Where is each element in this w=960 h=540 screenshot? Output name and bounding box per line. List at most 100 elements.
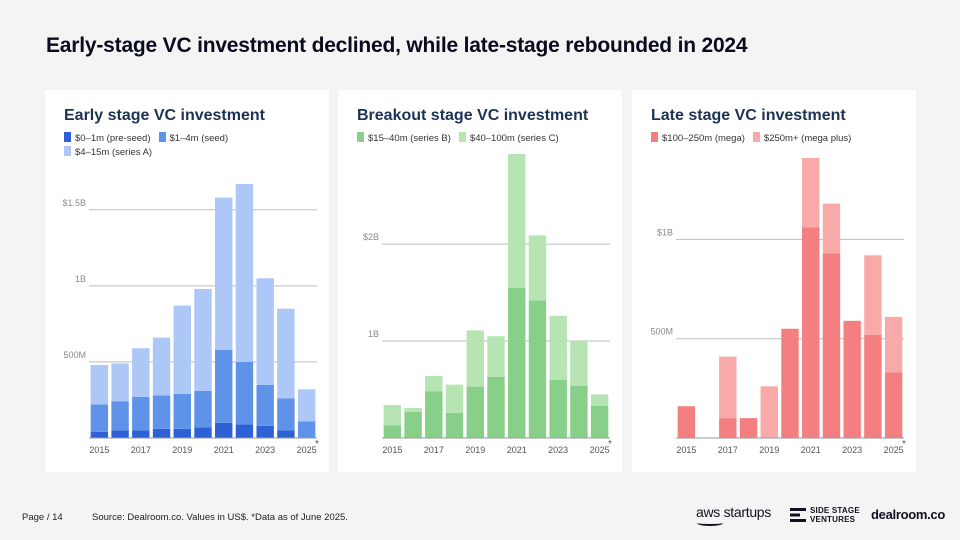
- bar-segment: [570, 385, 588, 438]
- early-stage-panel: 500M 1B $1.5B 2015 2017 2019 2021 2023 2025 * Ear…: [45, 90, 329, 472]
- y-tick-label: $1B: [657, 227, 673, 237]
- legend-swatch: [752, 132, 760, 142]
- legend-swatch: [158, 132, 166, 142]
- x-tick-label: 2025: [297, 445, 317, 455]
- late-stage-panel: 500M $1B 2015 2017 2019 2021 2023 2025 * Late st…: [632, 90, 916, 472]
- bar-segment: [466, 330, 484, 387]
- late-stage-title: Late stage VC investment: [651, 107, 846, 124]
- x-tick-label: 2017: [131, 445, 151, 455]
- legend-item-series-b: $15–40m (series B): [357, 132, 451, 146]
- x-tick-label: 2015: [89, 445, 109, 455]
- bar-segment: [215, 197, 233, 350]
- bar-segment: [215, 349, 233, 423]
- y-tick-label: $2B: [363, 232, 379, 242]
- bar-segment: [802, 157, 820, 228]
- source-note: Source: Dealroom.co. Values in US$. *Dat…: [92, 512, 348, 523]
- legend-swatch: [64, 146, 71, 156]
- breakout-stage-panel: 1B $2B 2015 2017 2019 2021 2023 2025 * Breakout …: [338, 90, 622, 472]
- bar-segment: [549, 315, 567, 380]
- bar-segment: [383, 405, 402, 426]
- bar-segment: [173, 305, 191, 394]
- bar-segment: [194, 288, 212, 391]
- bar-segment: [549, 379, 567, 438]
- early-stage-title: Early stage VC investment: [64, 107, 265, 124]
- bar-segment: [215, 422, 233, 438]
- x-tick-label: 2017: [424, 445, 444, 455]
- bar-segment: [404, 411, 422, 438]
- bar-segment: [425, 391, 443, 438]
- legend-item-mega: $100–250m (mega): [651, 132, 745, 146]
- legend-swatch: [651, 132, 658, 142]
- side-stage-ventures-logo: SIDE STAGE VENTURES: [790, 506, 860, 524]
- bar-segment: [277, 398, 295, 431]
- bar-segment: [487, 336, 505, 377]
- bar-segment: [822, 203, 841, 254]
- bar-segment: [528, 300, 547, 438]
- x-tick-label: 2023: [255, 445, 275, 455]
- legend-swatch: [458, 132, 466, 142]
- x-tick-label: 2025: [884, 445, 904, 455]
- x-tick-label: 2019: [465, 445, 485, 455]
- bar-segment: [570, 341, 588, 386]
- page-title: Early-stage VC investment declined, whil…: [46, 34, 748, 57]
- bar-segment: [132, 430, 150, 438]
- bar-segment: [864, 255, 882, 335]
- bar-segment: [277, 308, 295, 399]
- aws-startups-logo: aws startups: [696, 504, 771, 526]
- bar-segment: [152, 428, 171, 438]
- bar-segment: [111, 363, 129, 402]
- x-tick-label: 2019: [172, 445, 192, 455]
- bar-segment: [760, 386, 778, 438]
- bar-segment: [719, 418, 737, 438]
- aws-smile-icon: [697, 520, 723, 526]
- bar-segment: [466, 386, 484, 438]
- bar-segment: [235, 361, 254, 425]
- x-tick-label: 2015: [676, 445, 696, 455]
- bar-segment: [802, 227, 820, 438]
- legend-item-seed: $1–4m (seed): [158, 132, 228, 146]
- footnote-marker: *: [315, 439, 319, 450]
- breakout-stage-chart: 1B $2B 2015 2017 2019 2021 2023 2025*: [363, 153, 612, 455]
- bar-segment: [404, 407, 422, 412]
- x-tick-label: 2025: [590, 445, 610, 455]
- page-number: Page / 14: [22, 512, 63, 523]
- x-tick-label: 2015: [382, 445, 402, 455]
- bar-segment: [383, 425, 402, 438]
- x-tick-label: 2021: [214, 445, 234, 455]
- bar-segment: [256, 425, 274, 438]
- bar-segment: [590, 394, 609, 407]
- x-tick-label: 2021: [801, 445, 821, 455]
- bar-segment: [445, 412, 464, 438]
- bar-segment: [590, 406, 609, 438]
- bar-segment: [508, 287, 526, 438]
- legend-item-mega-plus: $250m+ (mega plus): [752, 132, 851, 146]
- x-tick-label: 2023: [548, 445, 568, 455]
- bar-segment: [152, 395, 171, 429]
- bar-segment: [781, 328, 799, 438]
- bar-segment: [677, 406, 696, 438]
- bar-segment: [884, 316, 903, 373]
- dealroom-logo: dealroom.co: [871, 507, 945, 522]
- y-tick-label: 1B: [75, 274, 86, 284]
- bar-segment: [528, 235, 547, 301]
- x-tick-label: 2017: [718, 445, 738, 455]
- bar-segment: [884, 372, 903, 438]
- bar-segment: [277, 430, 295, 438]
- bar-segment: [256, 278, 274, 385]
- bar-segment: [297, 421, 316, 438]
- legend-item-pre-seed: $0–1m (pre-seed): [64, 132, 151, 146]
- bar-segment: [132, 348, 150, 397]
- early-stage-legend: $0–1m (pre-seed) $1–4m (seed) $4–15m (ser…: [64, 132, 314, 160]
- bar-segment: [173, 428, 191, 438]
- bar-segment: [843, 320, 861, 438]
- y-tick-label: 500M: [63, 350, 86, 360]
- bar-segment: [152, 337, 171, 396]
- bar-segment: [194, 427, 212, 438]
- bar-segment: [822, 253, 841, 438]
- bar-segment: [487, 376, 505, 438]
- bar-segment: [90, 431, 109, 438]
- late-stage-chart: 500M $1B 2015 2017 2019 2021 2023 2025*: [650, 157, 906, 455]
- bar-segment: [90, 404, 109, 432]
- y-tick-label: $1.5B: [62, 198, 86, 208]
- legend-item-series-a: $4–15m (series A): [64, 146, 152, 160]
